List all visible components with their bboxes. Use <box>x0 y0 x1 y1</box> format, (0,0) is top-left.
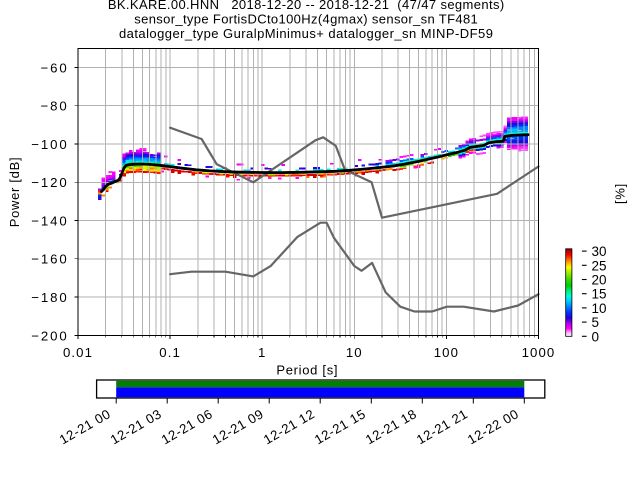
svg-text:BK.KARE.00.HNN 2018-12-20 --: BK.KARE.00.HNN 2018-12-20 -- 2018-12-21 … <box>108 0 505 12</box>
svg-text:0: 0 <box>592 329 600 344</box>
svg-text:−120: −120 <box>31 175 68 190</box>
svg-text:−80: −80 <box>41 99 69 114</box>
svg-text:5: 5 <box>592 315 600 330</box>
svg-text:1: 1 <box>258 345 266 360</box>
svg-text:30: 30 <box>592 244 607 259</box>
svg-text:−180: −180 <box>31 290 68 305</box>
svg-text:0.1: 0.1 <box>159 345 181 360</box>
svg-text:−160: −160 <box>31 252 68 267</box>
svg-text:20: 20 <box>592 273 607 288</box>
svg-text:Period [s]: Period [s] <box>276 363 338 378</box>
svg-text:10: 10 <box>592 301 607 316</box>
svg-text:sensor_type FortisDCto100Hz(4g: sensor_type FortisDCto100Hz(4gmax) senso… <box>134 11 478 26</box>
svg-text:25: 25 <box>592 258 607 273</box>
svg-text:[%]: [%] <box>613 183 628 204</box>
svg-text:−200: −200 <box>31 328 68 343</box>
svg-text:15: 15 <box>592 287 607 302</box>
svg-text:−60: −60 <box>41 60 69 75</box>
svg-text:Power [dB]: Power [dB] <box>7 157 22 228</box>
svg-text:−100: −100 <box>31 137 68 152</box>
svg-text:1000: 1000 <box>522 345 556 360</box>
svg-text:0.01: 0.01 <box>63 345 93 360</box>
svg-text:−140: −140 <box>31 214 68 229</box>
svg-text:datalogger_type GuralpMinimus+: datalogger_type GuralpMinimus+ datalogge… <box>119 26 493 41</box>
svg-text:100: 100 <box>434 345 459 360</box>
svg-text:10: 10 <box>346 345 363 360</box>
